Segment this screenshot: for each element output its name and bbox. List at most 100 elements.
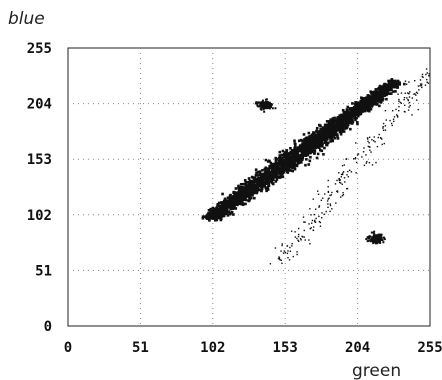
data-point xyxy=(330,194,333,196)
data-point xyxy=(290,156,293,160)
data-point xyxy=(283,162,287,165)
data-point xyxy=(302,145,306,148)
data-point xyxy=(391,84,395,88)
data-point xyxy=(303,221,305,223)
data-point xyxy=(428,73,430,75)
data-point xyxy=(309,140,313,144)
data-point xyxy=(335,118,338,122)
data-point xyxy=(406,97,408,99)
data-point xyxy=(377,136,379,139)
data-point xyxy=(317,145,321,149)
data-point xyxy=(286,252,289,255)
data-point xyxy=(244,192,248,196)
data-point xyxy=(361,108,365,112)
data-point xyxy=(380,93,384,97)
data-point xyxy=(370,151,372,153)
data-point xyxy=(214,214,218,218)
data-point xyxy=(308,145,311,149)
data-point xyxy=(222,201,226,204)
data-point xyxy=(374,236,377,239)
data-point xyxy=(416,99,418,101)
data-point xyxy=(247,185,250,188)
data-point xyxy=(343,164,346,166)
data-point xyxy=(289,150,293,154)
data-point xyxy=(329,194,331,197)
data-point xyxy=(310,227,312,229)
data-point xyxy=(359,111,363,114)
data-point xyxy=(326,200,329,202)
data-point xyxy=(224,209,228,212)
data-point xyxy=(337,116,341,120)
data-point xyxy=(371,92,374,96)
data-point xyxy=(333,133,336,136)
data-point xyxy=(415,91,418,94)
data-point xyxy=(266,174,270,178)
data-point xyxy=(376,236,379,239)
data-point xyxy=(294,151,298,155)
data-point xyxy=(249,191,252,194)
data-point xyxy=(374,102,377,106)
data-point xyxy=(305,157,308,161)
data-point xyxy=(280,259,282,261)
data-point xyxy=(266,181,270,185)
data-point xyxy=(294,236,297,238)
x-tick-label: 51 xyxy=(132,340,149,356)
data-point xyxy=(294,156,297,160)
data-point xyxy=(414,93,416,95)
data-point xyxy=(359,108,362,111)
data-point xyxy=(284,159,288,163)
data-point xyxy=(428,75,430,77)
data-point xyxy=(372,237,375,240)
data-point xyxy=(287,166,291,170)
data-point xyxy=(318,131,321,134)
data-point xyxy=(308,148,312,152)
y-tick-label: 0 xyxy=(44,319,52,335)
data-point xyxy=(324,141,327,144)
data-point xyxy=(376,239,379,242)
data-point xyxy=(336,190,338,193)
data-point xyxy=(369,101,373,105)
data-point xyxy=(336,179,338,182)
data-point xyxy=(329,140,332,143)
data-point xyxy=(262,102,265,105)
data-point xyxy=(238,196,241,200)
data-point xyxy=(393,120,395,123)
data-point xyxy=(263,103,266,106)
data-point xyxy=(342,172,344,174)
data-point xyxy=(394,81,398,84)
data-point xyxy=(329,204,332,207)
data-point xyxy=(296,253,298,256)
data-point xyxy=(291,242,293,245)
data-point xyxy=(311,150,314,154)
data-point xyxy=(408,96,411,98)
data-point xyxy=(269,171,272,175)
data-point xyxy=(254,102,257,105)
data-point xyxy=(279,175,283,178)
data-point xyxy=(344,181,346,183)
data-point xyxy=(324,129,327,132)
data-point xyxy=(371,100,375,104)
data-point xyxy=(323,146,326,150)
data-point xyxy=(279,258,281,261)
data-point xyxy=(387,92,390,96)
data-point xyxy=(417,108,419,111)
data-point xyxy=(229,203,232,207)
data-point xyxy=(353,103,357,106)
data-point xyxy=(338,114,342,117)
data-point xyxy=(368,95,372,99)
data-point xyxy=(303,152,306,156)
data-point xyxy=(366,102,369,106)
data-point xyxy=(326,135,330,138)
data-point xyxy=(372,140,375,142)
data-point xyxy=(349,114,353,117)
data-point xyxy=(373,236,376,239)
data-point xyxy=(251,190,255,194)
data-point xyxy=(330,124,333,127)
data-point xyxy=(323,136,327,140)
data-point xyxy=(378,91,381,95)
data-point xyxy=(375,161,377,164)
data-point xyxy=(387,79,390,83)
data-point xyxy=(342,122,346,126)
data-point xyxy=(369,149,371,151)
data-point xyxy=(254,168,258,171)
